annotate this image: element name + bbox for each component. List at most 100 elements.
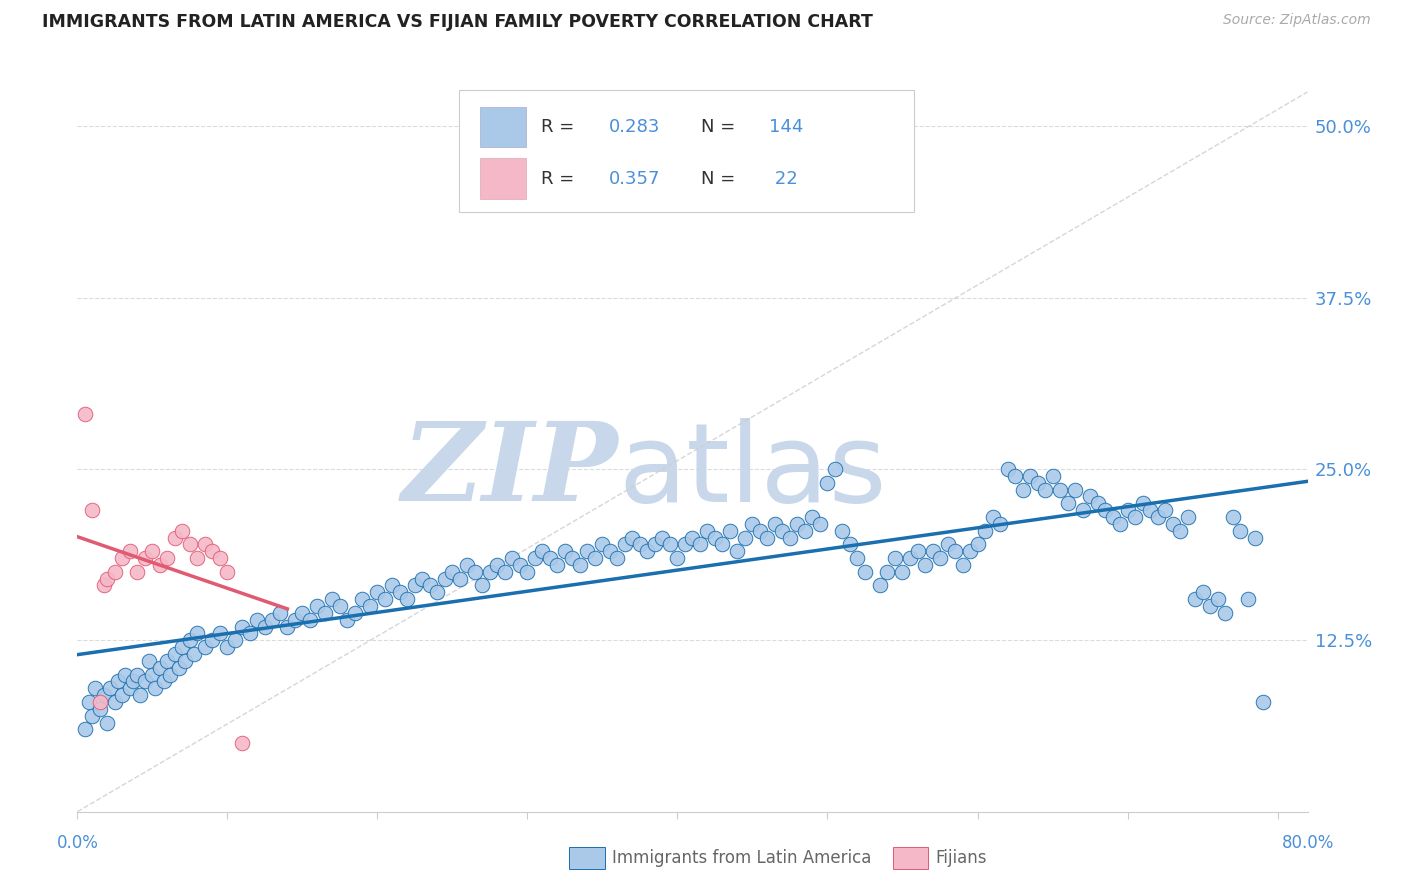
Point: [644, 537, 666, 551]
Point: [1161, 516, 1184, 531]
Point: [1123, 510, 1146, 524]
Point: [217, 565, 239, 579]
Point: [718, 524, 741, 538]
FancyBboxPatch shape: [458, 90, 914, 212]
Point: [1109, 516, 1132, 531]
Point: [658, 537, 681, 551]
Point: [966, 537, 988, 551]
Point: [869, 578, 891, 592]
Point: [523, 551, 546, 566]
Point: [426, 585, 449, 599]
Point: [516, 565, 538, 579]
Text: N =: N =: [702, 169, 741, 187]
Point: [82, 503, 104, 517]
Point: [143, 681, 166, 696]
Point: [704, 531, 727, 545]
Point: [127, 565, 149, 579]
Point: [246, 613, 269, 627]
Text: Source: ZipAtlas.com: Source: ZipAtlas.com: [1223, 13, 1371, 28]
Point: [172, 524, 194, 538]
Point: [554, 544, 576, 558]
Point: [163, 647, 186, 661]
Point: [156, 551, 179, 566]
Point: [853, 565, 876, 579]
Point: [636, 544, 658, 558]
Point: [756, 531, 779, 545]
Point: [936, 537, 959, 551]
Point: [1049, 483, 1071, 497]
Point: [711, 537, 734, 551]
Point: [224, 633, 246, 648]
Point: [1071, 503, 1094, 517]
Point: [336, 613, 359, 627]
FancyBboxPatch shape: [479, 159, 526, 199]
Point: [921, 544, 943, 558]
Point: [1056, 496, 1078, 510]
Point: [179, 633, 201, 648]
Point: [1139, 503, 1161, 517]
Point: [163, 531, 186, 545]
Point: [208, 626, 231, 640]
Point: [449, 572, 471, 586]
Point: [1019, 468, 1042, 483]
Point: [456, 558, 478, 572]
Point: [129, 688, 152, 702]
Point: [509, 558, 531, 572]
Point: [749, 524, 772, 538]
Point: [404, 578, 426, 592]
Point: [134, 551, 156, 566]
Point: [118, 681, 141, 696]
Point: [201, 544, 224, 558]
Point: [134, 674, 156, 689]
Point: [952, 558, 974, 572]
Point: [1087, 496, 1109, 510]
Point: [1116, 503, 1139, 517]
Point: [839, 537, 862, 551]
Point: [1168, 524, 1191, 538]
Point: [82, 708, 104, 723]
Point: [174, 654, 197, 668]
Point: [96, 572, 118, 586]
Point: [89, 695, 111, 709]
Text: 22: 22: [769, 169, 797, 187]
Point: [1229, 524, 1251, 538]
Point: [141, 667, 163, 681]
Point: [1094, 503, 1116, 517]
Point: [239, 626, 262, 640]
Point: [183, 647, 205, 661]
Point: [786, 516, 808, 531]
Point: [388, 585, 411, 599]
Point: [231, 619, 253, 633]
Point: [169, 661, 191, 675]
Point: [114, 667, 136, 681]
Point: [298, 613, 321, 627]
Point: [1236, 592, 1258, 607]
Point: [1146, 510, 1168, 524]
Point: [689, 537, 711, 551]
Point: [84, 681, 107, 696]
Point: [613, 537, 636, 551]
Point: [471, 578, 494, 592]
Point: [862, 133, 884, 147]
Point: [186, 626, 208, 640]
Point: [284, 613, 307, 627]
Point: [127, 667, 149, 681]
Point: [1004, 468, 1026, 483]
Text: R =: R =: [541, 118, 581, 136]
Point: [673, 537, 696, 551]
Point: [501, 551, 523, 566]
Point: [153, 674, 176, 689]
Point: [914, 558, 936, 572]
Point: [988, 516, 1011, 531]
Point: [1213, 606, 1236, 620]
Point: [1191, 585, 1213, 599]
Point: [352, 592, 374, 607]
Point: [208, 551, 231, 566]
Point: [561, 551, 583, 566]
Point: [831, 524, 853, 538]
Point: [141, 544, 163, 558]
Point: [808, 516, 831, 531]
Point: [194, 537, 217, 551]
Point: [1154, 503, 1177, 517]
Point: [79, 695, 101, 709]
